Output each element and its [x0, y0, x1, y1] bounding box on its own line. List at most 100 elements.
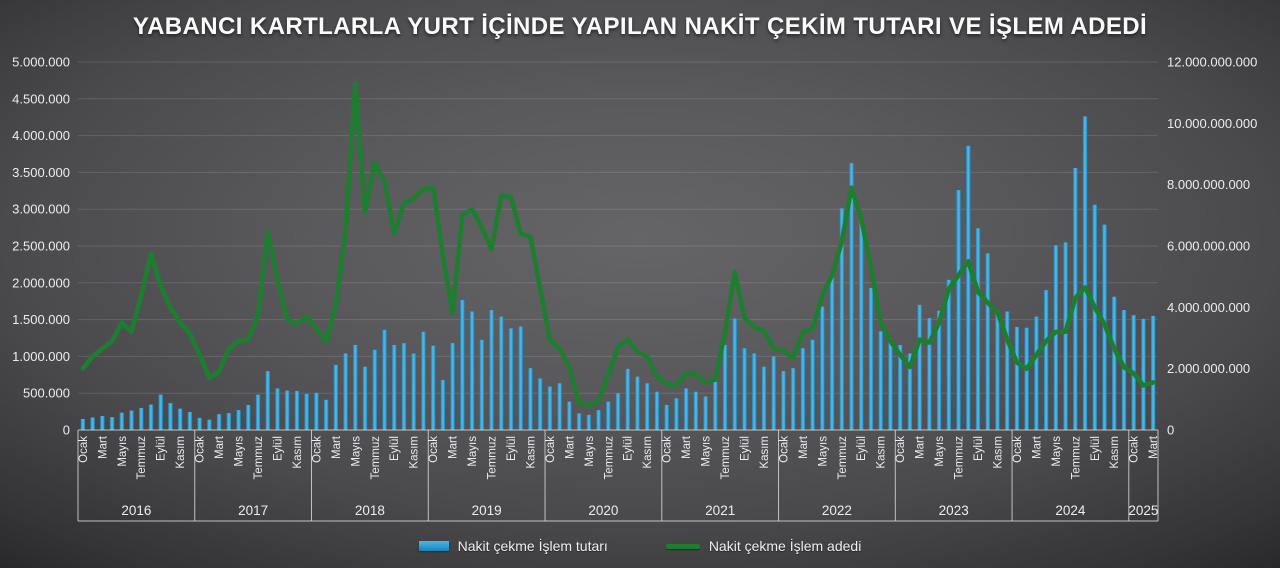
svg-text:Mart: Mart — [97, 435, 109, 459]
svg-text:Eylül: Eylül — [506, 436, 518, 461]
svg-text:Eylül: Eylül — [389, 436, 401, 461]
svg-text:500.000: 500.000 — [23, 386, 70, 401]
svg-text:Kasım: Kasım — [1109, 436, 1121, 469]
svg-text:Mart: Mart — [564, 435, 576, 459]
svg-text:5.000.000: 5.000.000 — [12, 55, 70, 70]
svg-text:Eylül: Eylül — [273, 436, 285, 461]
svg-text:Mart: Mart — [1031, 435, 1043, 459]
svg-text:Ocak: Ocak — [1129, 436, 1141, 463]
svg-text:Mayıs: Mayıs — [701, 436, 713, 467]
svg-text:Temmuz: Temmuz — [954, 436, 966, 480]
legend-label-bar: Nakit çekme İşlem tutarı — [457, 538, 608, 554]
svg-text:Ocak: Ocak — [78, 436, 90, 463]
svg-text:Ocak: Ocak — [311, 436, 323, 463]
svg-text:Eylül: Eylül — [156, 436, 168, 461]
svg-text:2021: 2021 — [705, 503, 735, 518]
svg-text:Kasım: Kasım — [175, 436, 187, 469]
svg-text:Temmuz: Temmuz — [487, 436, 499, 480]
svg-text:8.000.000.000: 8.000.000.000 — [1167, 177, 1250, 192]
svg-text:0: 0 — [1167, 423, 1174, 438]
svg-text:2017: 2017 — [238, 503, 268, 518]
svg-text:Ocak: Ocak — [895, 436, 907, 463]
svg-text:Mart: Mart — [1148, 435, 1160, 459]
svg-text:Mayıs: Mayıs — [934, 436, 946, 467]
svg-text:Ocak: Ocak — [1012, 436, 1024, 463]
svg-text:Temmuz: Temmuz — [136, 436, 148, 480]
svg-text:1.500.000: 1.500.000 — [12, 312, 70, 327]
svg-text:Ocak: Ocak — [195, 436, 207, 463]
svg-text:Ocak: Ocak — [428, 436, 440, 463]
svg-text:Mayıs: Mayıs — [117, 436, 129, 467]
svg-text:Mayıs: Mayıs — [817, 436, 829, 467]
svg-text:Mayıs: Mayıs — [467, 436, 479, 467]
svg-text:Kasım: Kasım — [759, 436, 771, 469]
svg-text:Mart: Mart — [331, 435, 343, 459]
svg-text:2022: 2022 — [822, 503, 852, 518]
svg-text:Kasım: Kasım — [525, 436, 537, 469]
svg-text:Ocak: Ocak — [778, 436, 790, 463]
svg-text:2023: 2023 — [939, 503, 969, 518]
svg-text:Mayıs: Mayıs — [1051, 436, 1063, 467]
svg-text:Temmuz: Temmuz — [720, 436, 732, 480]
chart-legend: Nakit çekme İşlem tutarı Nakit çekme İşl… — [0, 534, 1280, 558]
bar-series — [80, 116, 1156, 431]
right-axis-labels: 12.000.000.000 10.000.000.000 8.000.000.00… — [1167, 55, 1257, 438]
svg-text:Kasım: Kasım — [292, 436, 304, 469]
svg-text:1.000.000: 1.000.000 — [12, 349, 70, 364]
svg-text:3.000.000: 3.000.000 — [12, 202, 70, 217]
svg-text:Mayıs: Mayıs — [350, 436, 362, 467]
year-axis-labels: 2016 2017 2018 2019 2020 2021 2022 2023 2024 2025 — [121, 503, 1158, 518]
svg-text:Mayıs: Mayıs — [234, 436, 246, 467]
svg-text:4.000.000: 4.000.000 — [12, 128, 70, 143]
svg-text:Eylül: Eylül — [973, 436, 985, 461]
svg-text:12.000.000.000: 12.000.000.000 — [1167, 55, 1257, 70]
svg-text:Mart: Mart — [214, 435, 226, 459]
month-axis-labels: Ocak Mart Mayıs Temmuz Eylül Kasım Ocak Mart May… — [78, 435, 1160, 479]
axis-frame — [77, 429, 1159, 522]
svg-text:Kasım: Kasım — [876, 436, 888, 469]
svg-text:6.000.000.000: 6.000.000.000 — [1167, 239, 1250, 254]
svg-text:3.500.000: 3.500.000 — [12, 165, 70, 180]
svg-text:2.000.000: 2.000.000 — [12, 275, 70, 290]
svg-text:Eylül: Eylül — [856, 436, 868, 461]
svg-text:2020: 2020 — [588, 503, 618, 518]
svg-text:Mayıs: Mayıs — [584, 436, 596, 467]
line-series-swatch-icon — [665, 543, 700, 549]
legend-item-bar-series: Nakit çekme İşlem tutarı — [418, 538, 608, 554]
svg-text:Mart: Mart — [798, 435, 810, 459]
svg-text:10.000.000.000: 10.000.000.000 — [1167, 116, 1257, 131]
svg-text:Mart: Mart — [681, 435, 693, 459]
svg-text:2.500.000: 2.500.000 — [12, 239, 70, 254]
legend-label-line: Nakit çekme İşlem adedi — [708, 538, 862, 554]
svg-text:Mart: Mart — [448, 435, 460, 459]
svg-text:Kasım: Kasım — [993, 436, 1005, 469]
svg-text:2018: 2018 — [355, 503, 385, 518]
svg-text:Eylül: Eylül — [740, 436, 752, 461]
svg-text:Temmuz: Temmuz — [1070, 436, 1082, 480]
svg-text:2.000.000.000: 2.000.000.000 — [1167, 361, 1250, 376]
svg-text:Eylül: Eylül — [1090, 436, 1102, 461]
svg-text:Kasım: Kasım — [642, 436, 654, 469]
svg-text:Kasım: Kasım — [409, 436, 421, 469]
line-series — [80, 81, 1156, 408]
svg-text:0: 0 — [63, 423, 70, 438]
svg-text:2016: 2016 — [121, 503, 151, 518]
svg-text:Temmuz: Temmuz — [370, 436, 382, 480]
svg-text:4.000.000.000: 4.000.000.000 — [1167, 300, 1250, 315]
svg-text:Ocak: Ocak — [545, 436, 557, 463]
svg-text:Mart: Mart — [915, 435, 927, 459]
svg-text:Temmuz: Temmuz — [837, 436, 849, 480]
svg-text:Ocak: Ocak — [662, 436, 674, 463]
svg-text:2025: 2025 — [1128, 503, 1158, 518]
left-axis-labels: 5.000.000 4.500.000 4.000.000 3.500.000 3.00… — [12, 55, 70, 438]
svg-text:4.500.000: 4.500.000 — [12, 91, 70, 106]
bar-series-swatch-icon — [418, 541, 449, 551]
legend-item-line-series: Nakit çekme İşlem adedi — [665, 538, 862, 554]
svg-text:Temmuz: Temmuz — [253, 436, 265, 480]
svg-text:2024: 2024 — [1055, 503, 1086, 518]
chart-title: YABANCI KARTLARLA YURT İÇİNDE YAPILAN NA… — [132, 13, 1148, 40]
svg-text:2019: 2019 — [472, 503, 502, 518]
svg-text:Eylül: Eylül — [623, 436, 635, 461]
svg-text:Temmuz: Temmuz — [603, 436, 615, 480]
